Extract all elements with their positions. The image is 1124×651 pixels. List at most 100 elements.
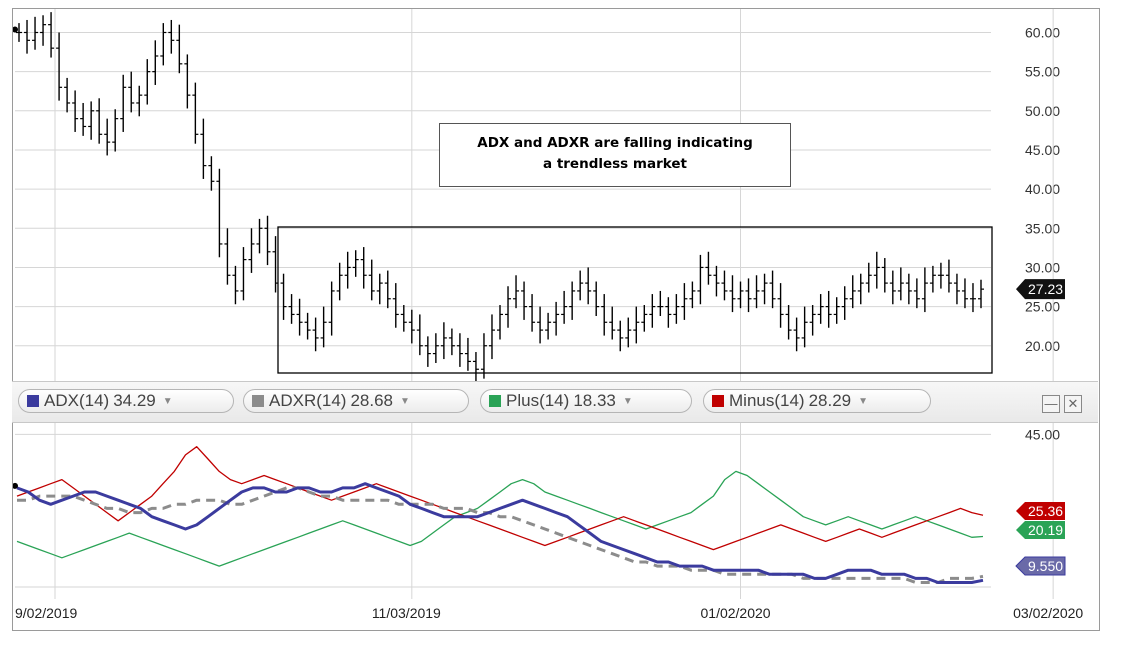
ohlc-bar [136, 85, 143, 117]
chevron-down-icon: ▼ [858, 395, 869, 407]
ohlc-bar [352, 250, 359, 277]
ohlc-bar [865, 262, 872, 293]
ohlc-bar [705, 251, 712, 285]
ohlc-bar [304, 312, 311, 340]
ohlc-bar [384, 270, 391, 309]
ohlc-bar [649, 294, 656, 328]
ohlc-bar [553, 301, 560, 336]
x-tick-label: 03/02/2020 [1013, 605, 1083, 621]
ohlc-bar [585, 267, 592, 305]
price-tick-label: 60.00 [1025, 24, 1060, 40]
ohlc-bar [144, 59, 151, 105]
last-price-label: 27.23 [1028, 281, 1063, 297]
legend-adxr-value: 28.68 [350, 391, 394, 410]
price-tick-label: 20.00 [1025, 338, 1060, 354]
legend-adx[interactable]: ADX(14) 34.29 ▼ [18, 389, 234, 413]
price-tick-label: 25.00 [1025, 299, 1060, 315]
indicator-value-tag [1015, 556, 1066, 576]
ohlc-bar [264, 215, 271, 266]
ohlc-bar [537, 306, 544, 344]
price-tick-label: 55.00 [1025, 64, 1060, 80]
close-icon[interactable]: ✕ [1064, 395, 1082, 413]
ohlc-bar [657, 290, 664, 316]
ohlc-bar [200, 118, 207, 179]
ohlc-bar [72, 90, 79, 132]
ohlc-bar [432, 333, 439, 363]
ohlc-bar [545, 312, 552, 340]
ohlc-bar [176, 24, 183, 74]
legend-adx-label: ADX(14) [44, 391, 110, 410]
ohlc-bar [64, 77, 71, 113]
ohlc-bar [24, 19, 31, 54]
legend-adxr[interactable]: ADXR(14) 28.68 ▼ [243, 389, 469, 413]
ohlc-bar [769, 270, 776, 309]
legend-minus[interactable]: Minus(14) 28.29 ▼ [703, 389, 931, 413]
ohlc-bar [841, 286, 848, 320]
ohlc-bar [232, 265, 239, 305]
ohlc-bar [472, 352, 479, 383]
ohlc-bar [208, 156, 215, 191]
ohlc-bar [16, 23, 22, 42]
ohlc-bar [192, 82, 199, 144]
ohlc-bar [497, 305, 503, 340]
ohlc-bar [240, 247, 247, 301]
annotation-line-1: ADX and ADXR are falling indicating [477, 135, 753, 151]
indicator-value-tag [1016, 521, 1065, 539]
ohlc-bar [945, 259, 952, 293]
legend-plus-value: 18.33 [573, 391, 616, 410]
ohlc-bar [825, 290, 832, 328]
ohlc-bar [625, 317, 632, 348]
ohlc-bar [689, 281, 696, 309]
ohlc-bar [697, 254, 704, 305]
chevron-down-icon: ▼ [162, 395, 173, 407]
legend-plus[interactable]: Plus(14) 18.33 ▼ [480, 389, 692, 413]
ohlc-bar [224, 228, 231, 285]
price-tick-label: 35.00 [1025, 220, 1060, 236]
ohlc-bar [104, 118, 111, 156]
ohlc-bar [488, 314, 495, 360]
indicator-value-label: 9.550 [1028, 558, 1063, 574]
ohlc-bar [753, 275, 760, 309]
price-start-dot [13, 26, 18, 33]
ohlc-bar [737, 281, 744, 309]
legend-adxr-label: ADXR(14) [269, 391, 347, 410]
ohlc-bar [721, 270, 728, 301]
ohlc-bar [897, 267, 904, 301]
ohlc-bar [184, 54, 191, 109]
ohlc-bar [505, 286, 512, 328]
ohlc-bar [392, 283, 399, 328]
ohlc-bar [248, 228, 255, 273]
ohlc-bar [873, 251, 880, 289]
ohlc-bar [889, 270, 896, 305]
legend-minus-value: 28.29 [808, 391, 852, 410]
series-line-adxr14 [17, 486, 984, 584]
ohlc-bar [112, 109, 119, 152]
minimize-icon[interactable]: — [1042, 395, 1060, 413]
ohlc-bar [785, 305, 792, 340]
ohlc-bar [681, 283, 688, 320]
x-tick-label: 01/02/2020 [701, 605, 771, 621]
ohlc-bar [569, 281, 576, 320]
ohlc-bar [673, 294, 680, 324]
ohlc-bar [128, 71, 135, 113]
annotation-line-2: a trendless market [543, 156, 687, 172]
ohlc-bar [849, 275, 856, 309]
indicator-legend-bar: ADX(14) 34.29 ▼ ADXR(14) 28.68 ▼ Plus(14… [12, 381, 1098, 423]
ohlc-bar [88, 101, 95, 140]
ohlc-bar [953, 273, 960, 305]
chevron-down-icon: ▼ [622, 395, 633, 407]
ohlc-bar [801, 306, 808, 348]
ohlc-bar [529, 294, 536, 332]
ohlc-bar [456, 333, 463, 367]
ohlc-bar [833, 297, 840, 324]
ohlc-bar [40, 15, 47, 46]
price-tick-label: 30.00 [1025, 259, 1060, 275]
ohlc-bar [152, 40, 159, 85]
legend-adx-value: 34.29 [113, 391, 156, 410]
indicator-tick-label: 45.00 [1025, 426, 1060, 442]
ohlc-bar [288, 294, 295, 324]
x-tick-label: 9/02/2019 [15, 605, 77, 621]
legend-plus-swatch [489, 395, 501, 407]
ohlc-bar [817, 294, 824, 324]
ohlc-bar [256, 218, 263, 254]
